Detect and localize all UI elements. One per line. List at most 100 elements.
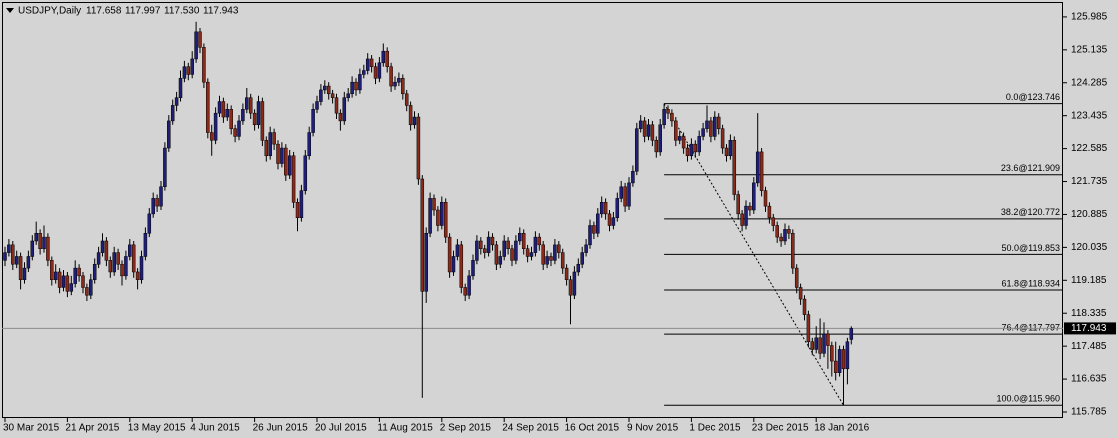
candle-body bbox=[677, 136, 682, 141]
candle-body bbox=[272, 132, 276, 145]
candle-body bbox=[260, 101, 265, 141]
candle-body bbox=[342, 97, 347, 122]
candle-body bbox=[463, 287, 467, 296]
candle-body bbox=[830, 345, 834, 362]
candle-body bbox=[334, 97, 339, 114]
header-value: 117.997 bbox=[125, 6, 161, 17]
candle-body bbox=[69, 283, 74, 292]
candle-body bbox=[818, 337, 822, 354]
header-value: 117.943 bbox=[203, 6, 239, 17]
candle-body bbox=[381, 50, 386, 64]
candle-body bbox=[163, 147, 167, 188]
candle-body bbox=[233, 128, 237, 137]
candle-body bbox=[623, 186, 627, 207]
candle-body bbox=[841, 349, 846, 370]
y-tick-label: 121.735 bbox=[1071, 176, 1108, 187]
candle-body bbox=[147, 213, 152, 234]
candle-body bbox=[182, 66, 187, 79]
candle-body bbox=[681, 136, 686, 149]
candle-body bbox=[584, 244, 588, 253]
fib-trend bbox=[663, 103, 844, 406]
candle-body bbox=[420, 178, 425, 292]
candle-body bbox=[428, 198, 432, 234]
candle-body bbox=[568, 279, 573, 296]
candle-body bbox=[256, 101, 261, 126]
x-tick-label: 13 May 2015 bbox=[128, 423, 186, 434]
candle-body bbox=[459, 244, 464, 288]
fib-label: 23.6@121.909 bbox=[1001, 163, 1060, 173]
candle-body bbox=[26, 256, 31, 269]
candle-body bbox=[38, 232, 42, 249]
candle-body bbox=[755, 151, 760, 184]
x-tick-label: 18 Jan 2016 bbox=[814, 423, 869, 434]
y-tick-label: 118.335 bbox=[1071, 308, 1107, 319]
candle-body bbox=[276, 143, 280, 164]
candle-body bbox=[65, 275, 70, 292]
candle-body bbox=[802, 298, 807, 315]
candle-body bbox=[159, 186, 163, 207]
candle-body bbox=[42, 236, 46, 249]
last-price-box bbox=[1064, 322, 1116, 335]
candle-body bbox=[693, 143, 698, 153]
candle-body bbox=[112, 252, 116, 273]
candle-body bbox=[541, 244, 545, 265]
candle-body bbox=[572, 271, 577, 296]
candle-body bbox=[592, 225, 596, 234]
candle-body bbox=[241, 109, 245, 122]
candle-body bbox=[131, 244, 136, 273]
candle-body bbox=[167, 120, 171, 149]
candle-body bbox=[658, 124, 662, 153]
candle-body bbox=[307, 132, 311, 157]
candle-body bbox=[736, 194, 740, 215]
candle-body bbox=[701, 128, 705, 137]
candle-body bbox=[284, 147, 288, 176]
candle-body bbox=[57, 271, 62, 288]
candle-body bbox=[798, 287, 803, 300]
candle-body bbox=[73, 267, 77, 284]
candle-body bbox=[685, 147, 690, 157]
candle-body bbox=[18, 256, 23, 280]
candle-body bbox=[654, 140, 659, 153]
candle-body bbox=[740, 213, 744, 226]
candle-body bbox=[596, 213, 600, 234]
candle-body bbox=[674, 120, 678, 141]
candle-body bbox=[732, 140, 737, 195]
candle-body bbox=[77, 267, 81, 277]
candle-body bbox=[779, 236, 783, 242]
candle-body bbox=[377, 62, 382, 79]
candle-body bbox=[50, 260, 54, 280]
header-value: 117.658 bbox=[86, 6, 122, 17]
x-tick-label: 30 Mar 2015 bbox=[3, 423, 60, 434]
x-tick-label: 26 Jun 2015 bbox=[253, 423, 308, 434]
candle-body bbox=[716, 116, 721, 129]
candle-body bbox=[447, 236, 452, 273]
candle-body bbox=[615, 198, 620, 218]
candle-body bbox=[642, 120, 647, 137]
x-tick-label: 4 Jun 2015 bbox=[190, 423, 240, 434]
candle-body bbox=[299, 190, 304, 218]
candle-body bbox=[3, 252, 7, 261]
candle-body bbox=[467, 275, 471, 296]
candle-body bbox=[603, 202, 608, 215]
candle-body bbox=[810, 341, 815, 350]
candle-body bbox=[557, 244, 561, 253]
candle-body bbox=[787, 229, 791, 234]
candle-body bbox=[389, 66, 393, 87]
candle-body bbox=[85, 287, 89, 296]
candle-body bbox=[120, 263, 124, 277]
fib-label: 61.8@118.934 bbox=[1001, 278, 1060, 288]
x-tick-label: 24 Sep 2015 bbox=[502, 423, 559, 434]
candle-body bbox=[373, 66, 378, 79]
candle-body bbox=[744, 205, 748, 226]
candle-body bbox=[268, 132, 272, 157]
y-tick-label: 117.485 bbox=[1071, 341, 1107, 352]
candle-body bbox=[599, 202, 604, 215]
candle-body bbox=[385, 50, 389, 67]
y-tick-label: 125.985 bbox=[1071, 12, 1108, 23]
candle-body bbox=[404, 93, 409, 106]
candle-body bbox=[845, 341, 850, 370]
candle-body bbox=[315, 101, 319, 110]
candle-body bbox=[545, 256, 549, 265]
candle-body bbox=[822, 333, 826, 354]
